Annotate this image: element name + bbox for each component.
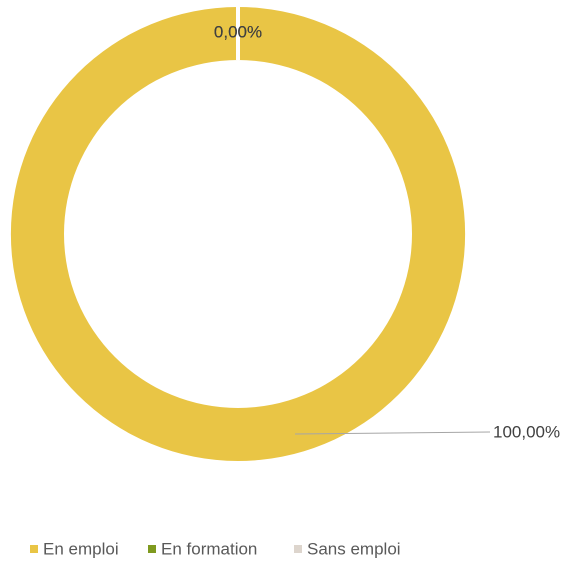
legend-label: Sans emploi bbox=[307, 539, 401, 558]
legend-swatch bbox=[294, 545, 302, 553]
data-label: 100,00% bbox=[493, 422, 560, 441]
data-labels: 100,00%0,00%0,00% bbox=[214, 22, 560, 441]
donut bbox=[10, 6, 466, 462]
leader-line bbox=[294, 431, 491, 435]
legend: En emploi En formation Sans emploi bbox=[30, 539, 401, 558]
slice bbox=[10, 6, 466, 462]
data-label: 0,00% bbox=[214, 22, 262, 41]
legend-label: En formation bbox=[161, 539, 257, 558]
legend-swatch bbox=[148, 545, 156, 553]
data-label: 0,00% bbox=[214, 22, 262, 41]
legend-swatch bbox=[30, 545, 38, 553]
legend-label: En emploi bbox=[43, 539, 119, 558]
